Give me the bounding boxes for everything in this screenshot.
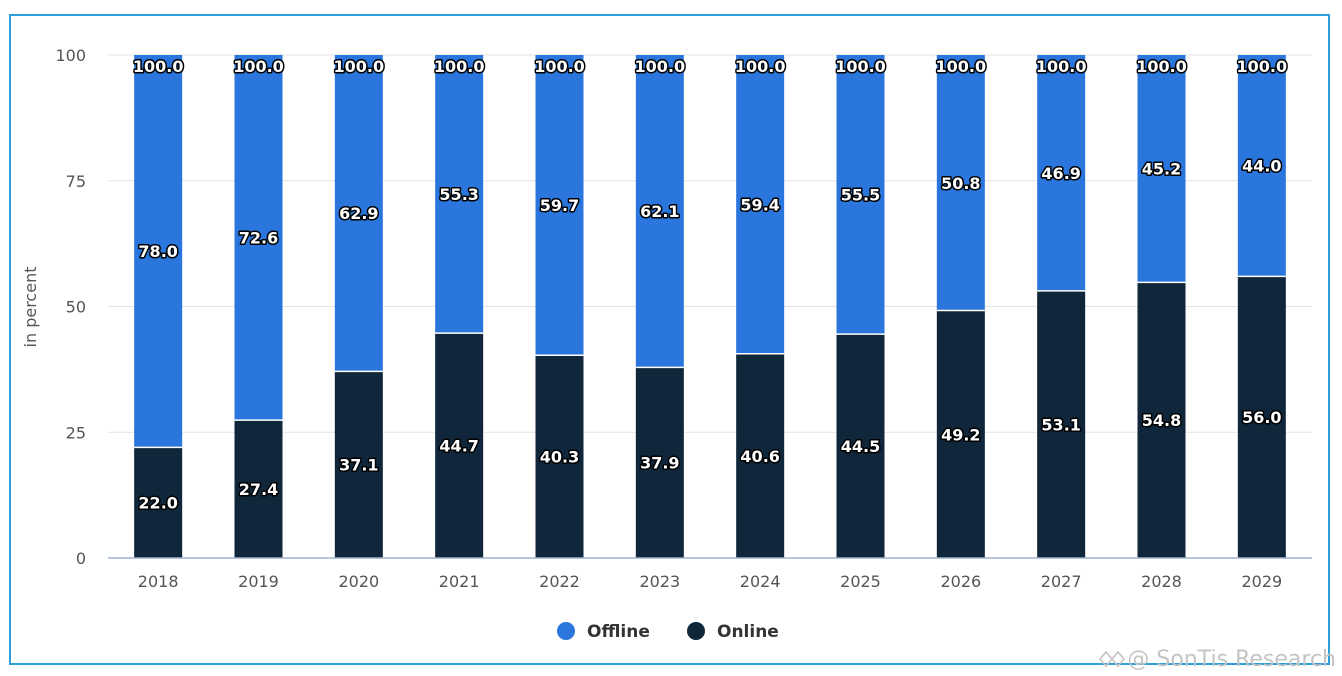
data-label-offline-2028: 45.2 — [1142, 160, 1181, 179]
bar-online-2026 — [936, 310, 985, 558]
data-label-online-2027: 53.1 — [1041, 415, 1080, 434]
data-label-total-2029: 100.0 — [1237, 57, 1288, 76]
data-label-total-2026: 100.0 — [936, 57, 987, 76]
y-tick-label: 75 — [66, 172, 86, 191]
bar-online-2029 — [1237, 276, 1286, 558]
bars — [134, 55, 1286, 558]
x-tick-label: 2024 — [740, 572, 781, 591]
data-label-offline-2029: 44.0 — [1242, 157, 1281, 176]
x-tick-label: 2023 — [639, 572, 680, 591]
x-tick-label: 2029 — [1241, 572, 1282, 591]
bar-online-2022 — [535, 355, 584, 558]
data-label-offline-2025: 55.5 — [841, 186, 880, 205]
y-tick-label: 25 — [66, 423, 86, 442]
x-tick-label: 2025 — [840, 572, 881, 591]
x-tick-label: 2019 — [238, 572, 279, 591]
watermark-text: @ SonTis Research — [1127, 647, 1336, 672]
bar-offline-2027 — [1037, 55, 1086, 291]
bar-offline-2025 — [836, 55, 885, 335]
y-tick-label: 0 — [76, 549, 86, 568]
y-tick-label: 100 — [55, 46, 86, 65]
data-label-offline-2020: 62.9 — [339, 204, 378, 223]
x-tick-label: 2021 — [439, 572, 480, 591]
data-label-total-2021: 100.0 — [434, 57, 485, 76]
watermark: @ SonTis Research — [1099, 647, 1336, 672]
data-label-online-2020: 37.1 — [339, 456, 378, 475]
bar-offline-2020 — [334, 55, 383, 372]
bar-offline-2024 — [736, 55, 785, 354]
x-tick-label: 2020 — [338, 572, 379, 591]
bar-offline-2022 — [535, 55, 584, 356]
data-label-total-2022: 100.0 — [534, 57, 585, 76]
data-label-online-2028: 54.8 — [1142, 411, 1181, 430]
data-label-total-2018: 100.0 — [133, 57, 184, 76]
data-label-online-2022: 40.3 — [540, 448, 579, 467]
x-tick-label: 2028 — [1141, 572, 1182, 591]
data-label-online-2029: 56.0 — [1242, 408, 1281, 427]
legend: Offline Online — [557, 622, 779, 642]
watermark-logo-icon — [1099, 650, 1126, 668]
legend-marker-online[interactable] — [687, 622, 705, 640]
bar-online-2028 — [1137, 282, 1186, 558]
bar-offline-2029 — [1237, 55, 1286, 277]
data-label-offline-2019: 72.6 — [239, 229, 278, 248]
y-tick-label: 50 — [66, 298, 86, 317]
bar-offline-2028 — [1137, 55, 1186, 283]
x-tick-label: 2022 — [539, 572, 580, 591]
data-label-online-2021: 44.7 — [439, 437, 478, 456]
data-label-total-2023: 100.0 — [635, 57, 686, 76]
bar-online-2021 — [435, 333, 484, 558]
legend-marker-offline[interactable] — [557, 622, 575, 640]
axes: 0 25 50 75 100 2018 2019 2020 2021 2022 2023 2024 20… — [55, 46, 1312, 591]
legend-label-offline[interactable]: Offline — [587, 622, 650, 642]
bar-offline-2021 — [435, 55, 484, 334]
bar-offline-2026 — [936, 55, 985, 311]
data-label-offline-2026: 50.8 — [941, 174, 980, 193]
bar-online-2025 — [836, 334, 885, 558]
legend-label-online[interactable]: Online — [717, 622, 779, 642]
x-tick-label: 2018 — [138, 572, 179, 591]
bar-online-2020 — [334, 371, 383, 558]
data-label-offline-2021: 55.3 — [439, 185, 478, 204]
data-labels: 22.0 78.0 100.0 27.4 72.6 100.0 37.1 62.9 100.0 4… — [131, 56, 1288, 515]
data-label-total-2028: 100.0 — [1136, 57, 1187, 76]
data-label-total-2024: 100.0 — [735, 57, 786, 76]
data-label-total-2027: 100.0 — [1036, 57, 1087, 76]
data-label-total-2020: 100.0 — [334, 57, 385, 76]
bar-offline-2019 — [234, 55, 283, 421]
data-label-offline-2018: 78.0 — [138, 242, 177, 261]
bar-offline-2023 — [635, 55, 684, 368]
data-label-offline-2022: 59.7 — [540, 196, 579, 215]
data-label-offline-2027: 46.9 — [1041, 164, 1080, 183]
data-label-online-2019: 27.4 — [239, 480, 278, 499]
data-label-offline-2024: 59.4 — [740, 195, 779, 214]
data-label-online-2026: 49.2 — [941, 425, 980, 444]
x-tick-label: 2027 — [1041, 572, 1082, 591]
y-axis-label: in percent — [21, 267, 40, 348]
data-label-offline-2023: 62.1 — [640, 202, 679, 221]
bar-offline-2018 — [134, 55, 183, 448]
x-tick-label: 2026 — [940, 572, 981, 591]
data-label-online-2024: 40.6 — [740, 447, 779, 466]
bar-online-2027 — [1037, 290, 1086, 558]
data-label-online-2018: 22.0 — [138, 494, 177, 513]
bar-online-2024 — [736, 353, 785, 558]
data-label-online-2023: 37.9 — [640, 454, 679, 473]
chart-frame — [9, 14, 1330, 665]
bar-online-2023 — [635, 367, 684, 558]
data-label-total-2025: 100.0 — [835, 57, 886, 76]
data-label-online-2025: 44.5 — [841, 437, 880, 456]
gridlines — [108, 54, 1312, 433]
bar-online-2018 — [134, 447, 183, 558]
data-label-total-2019: 100.0 — [233, 57, 284, 76]
bar-online-2019 — [234, 420, 283, 558]
